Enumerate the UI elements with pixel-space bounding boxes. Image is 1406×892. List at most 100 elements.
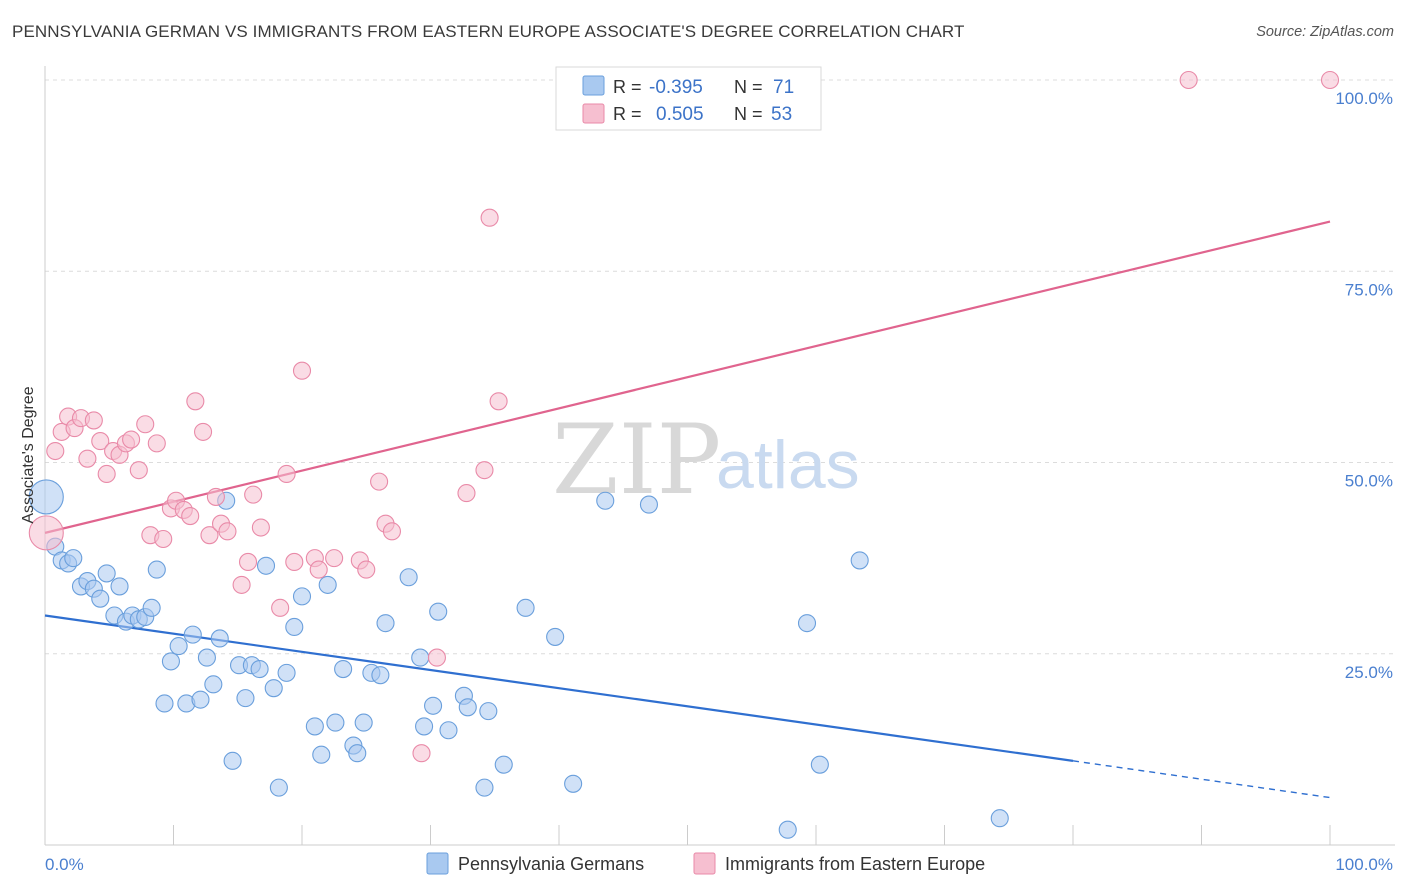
point-series-1-44 [382,522,402,541]
point-series-0-63 [564,774,583,793]
y-axis-label: Associate's Degree [20,386,37,523]
point-series-0-22 [183,625,202,644]
data-points [28,70,1340,839]
y-tick-label-0: 25.0% [1345,663,1393,682]
point-series-1-39 [325,549,344,568]
trend-line-series-1 [44,220,1331,534]
point-series-1-32 [251,518,270,537]
point-series-0-70 [990,809,1009,828]
point-series-0-40 [312,745,331,764]
point-series-1-31 [244,485,263,504]
point-series-0-23 [191,690,210,709]
point-series-0-62 [546,627,565,646]
point-series-1-49 [480,208,499,227]
point-series-0-0 [28,479,64,515]
point-series-0-58 [475,778,494,797]
stats-legend-r-value-0: -0.395 [649,77,703,98]
point-series-0-8 [91,589,110,608]
point-series-0-65 [639,495,659,514]
point-series-1-0 [28,515,64,551]
watermark-atlas: atlas [716,427,860,503]
point-series-1-33 [271,598,290,617]
point-series-0-45 [348,744,367,763]
point-series-1-8 [91,432,110,451]
y-tick-label-2: 75.0% [1345,280,1393,299]
trend-line-extension-series-0 [1072,760,1331,799]
point-series-0-9 [97,564,116,583]
point-series-0-57 [458,698,477,717]
point-series-0-67 [797,614,817,633]
bottom-legend-label-1: Immigrants from Eastern Europe [725,854,985,874]
point-series-1-48 [475,461,494,480]
point-series-1-14 [129,461,148,480]
stats-legend-swatch-pink [582,103,605,124]
point-series-1-36 [292,361,312,380]
point-series-1-13 [122,430,141,449]
point-series-1-50 [489,392,508,411]
point-series-0-43 [334,659,353,679]
point-series-1-28 [218,522,237,541]
point-series-1-15 [136,415,155,434]
point-series-0-11 [110,577,129,596]
point-series-1-24 [194,422,213,441]
point-series-0-52 [415,717,434,736]
point-series-1-41 [357,560,376,579]
stats-legend-r-label-1: R = [613,104,642,124]
tick-labels: 25.0% 50.0% 75.0% 100.0% 0.0% 100.0% [45,89,1393,874]
point-series-0-35 [269,778,288,797]
source-label: Source: ZipAtlas.com [1256,24,1394,40]
stats-legend-n-label-0: N = [734,77,763,97]
point-series-0-61 [516,598,535,617]
point-series-0-59 [479,702,498,721]
stats-legend-r-label-0: R = [613,77,642,97]
point-series-0-41 [318,575,337,594]
point-series-0-24 [197,648,216,667]
point-series-0-32 [250,659,269,679]
point-series-1-18 [154,529,173,549]
point-series-1-45 [412,744,431,763]
point-series-0-38 [292,587,312,606]
point-series-0-69 [850,551,869,570]
point-series-0-50 [399,568,418,587]
point-series-0-36 [277,663,296,682]
point-series-1-23 [186,392,205,411]
point-series-1-1 [46,441,65,461]
point-series-0-53 [424,696,443,715]
axes [44,66,1395,846]
stats-legend-n-value-0: 71 [773,77,794,98]
y-tick-label-3: 100.0% [1335,89,1393,108]
point-series-0-64 [596,491,615,510]
point-series-0-39 [305,717,324,736]
bottom-legend-swatch-pink [693,852,716,875]
point-series-0-60 [494,755,513,774]
stats-legend-swatch-blue [582,75,605,96]
point-series-1-29 [232,575,251,594]
point-series-1-9 [97,464,116,484]
point-series-1-30 [238,552,258,572]
point-series-0-54 [429,602,448,621]
point-series-1-7 [84,411,103,430]
point-series-0-20 [169,637,188,656]
point-series-0-37 [285,617,304,637]
point-series-0-19 [161,652,180,671]
point-series-0-18 [155,694,174,713]
point-series-0-51 [411,648,430,667]
point-series-1-38 [309,560,328,579]
bottom-legend: Pennsylvania Germans Immigrants from Eas… [426,852,985,875]
point-series-1-6 [78,449,97,468]
stats-legend-n-value-1: 53 [771,104,792,125]
point-series-0-25 [204,675,223,694]
point-series-1-22 [181,506,200,526]
point-series-0-34 [264,679,283,698]
point-series-0-42 [326,713,345,732]
point-series-0-16 [142,598,161,617]
point-series-0-49 [376,614,395,633]
point-series-1-51 [1179,70,1198,90]
point-series-1-25 [200,526,219,545]
chart-title: PENNSYLVANIA GERMAN VS IMMIGRANTS FROM E… [12,22,965,41]
bottom-legend-swatch-blue [426,852,449,875]
watermark-zip: ZIP [552,404,721,516]
point-series-0-17 [147,560,166,579]
y-tick-label-1: 50.0% [1345,472,1393,491]
